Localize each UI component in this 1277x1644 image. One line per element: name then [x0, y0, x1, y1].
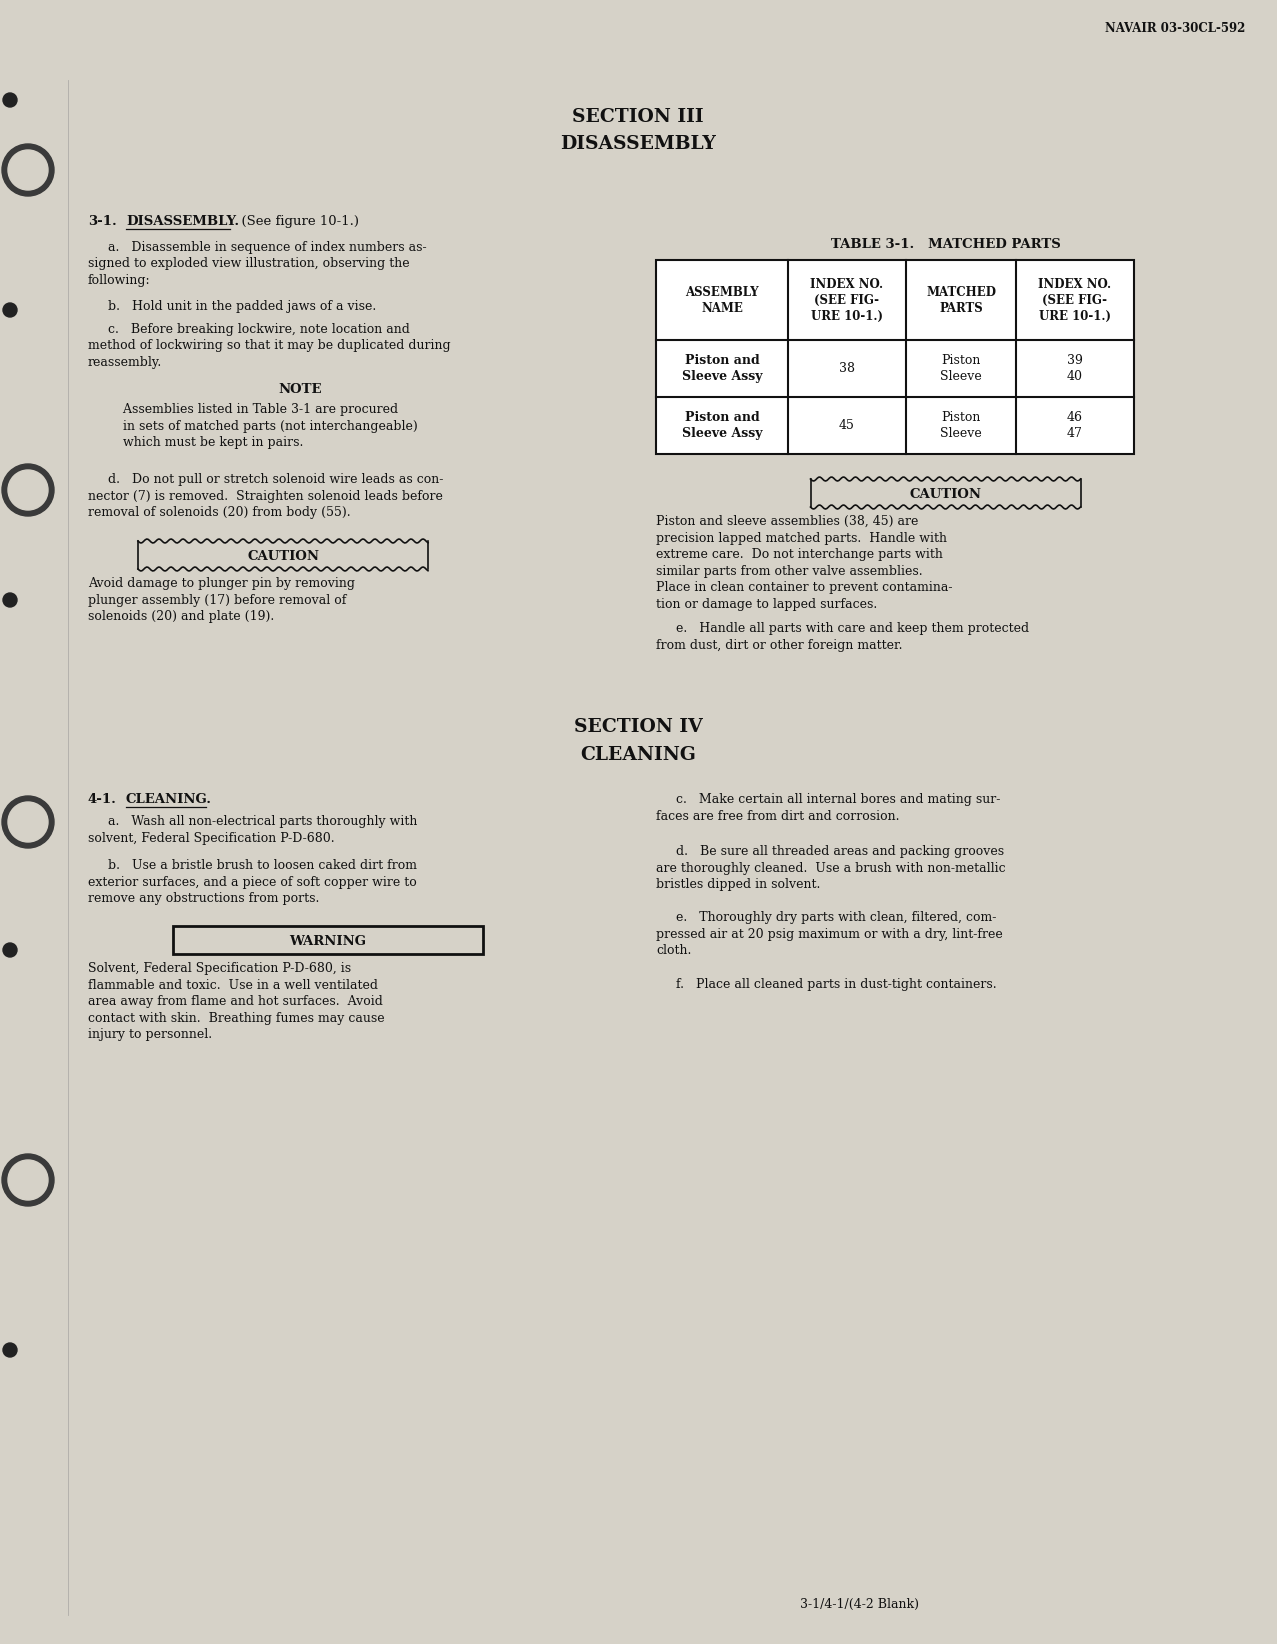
- Text: c.   Before breaking lockwire, note location and
method of lockwiring so that it: c. Before breaking lockwire, note locati…: [88, 322, 451, 368]
- Text: e.   Thoroughly dry parts with clean, filtered, com-
pressed air at 20 psig maxi: e. Thoroughly dry parts with clean, filt…: [656, 911, 1002, 957]
- Circle shape: [3, 1343, 17, 1356]
- Text: Assemblies listed in Table 3-1 are procured
     in sets of matched parts (not i: Assemblies listed in Table 3-1 are procu…: [103, 403, 418, 449]
- Text: ASSEMBLY
NAME: ASSEMBLY NAME: [686, 286, 759, 314]
- Text: CAUTION: CAUTION: [909, 488, 982, 500]
- Text: a.   Disassemble in sequence of index numbers as-
signed to exploded view illust: a. Disassemble in sequence of index numb…: [88, 242, 427, 288]
- Text: b.   Hold unit in the padded jaws of a vise.: b. Hold unit in the padded jaws of a vis…: [88, 299, 377, 312]
- Bar: [656, 260, 1134, 454]
- Text: d.   Do not pull or stretch solenoid wire leads as con-
nector (7) is removed.  : d. Do not pull or stretch solenoid wire …: [88, 473, 443, 520]
- Text: Piston and sleeve assemblies (38, 45) are
precision lapped matched parts.  Handl: Piston and sleeve assemblies (38, 45) ar…: [656, 515, 953, 610]
- Text: INDEX NO.
(SEE FIG-
URE 10-1.): INDEX NO. (SEE FIG- URE 10-1.): [1038, 278, 1111, 322]
- Text: 38: 38: [839, 362, 856, 375]
- Text: b.   Use a bristle brush to loosen caked dirt from
exterior surfaces, and a piec: b. Use a bristle brush to loosen caked d…: [88, 860, 418, 904]
- Circle shape: [3, 796, 54, 848]
- Text: Piston
Sleeve: Piston Sleeve: [940, 353, 982, 383]
- Circle shape: [3, 464, 54, 516]
- Text: TABLE 3-1.   MATCHED PARTS: TABLE 3-1. MATCHED PARTS: [830, 238, 1060, 252]
- Text: 4-1.: 4-1.: [88, 792, 117, 806]
- Text: Piston and
Sleeve Assy: Piston and Sleeve Assy: [682, 353, 762, 383]
- Circle shape: [3, 593, 17, 607]
- Circle shape: [3, 1154, 54, 1207]
- Bar: [172, 926, 483, 954]
- Text: NOTE: NOTE: [278, 383, 322, 396]
- Text: (See figure 10-1.): (See figure 10-1.): [232, 215, 359, 229]
- Text: a.   Wash all non-electrical parts thoroughly with
solvent, Federal Specificatio: a. Wash all non-electrical parts thoroug…: [88, 815, 418, 845]
- Circle shape: [8, 802, 49, 842]
- Text: CAUTION: CAUTION: [246, 549, 319, 562]
- Text: Piston and
Sleeve Assy: Piston and Sleeve Assy: [682, 411, 762, 441]
- Circle shape: [3, 302, 17, 317]
- Text: DISASSEMBLY.: DISASSEMBLY.: [126, 215, 239, 229]
- Text: MATCHED
PARTS: MATCHED PARTS: [926, 286, 996, 314]
- Text: 46
47: 46 47: [1068, 411, 1083, 441]
- Text: Solvent, Federal Specification P-D-680, is
flammable and toxic.  Use in a well v: Solvent, Federal Specification P-D-680, …: [88, 962, 384, 1041]
- Text: Piston
Sleeve: Piston Sleeve: [940, 411, 982, 441]
- Text: DISASSEMBLY: DISASSEMBLY: [561, 135, 716, 153]
- Text: SECTION III: SECTION III: [572, 109, 704, 127]
- Text: CLEANING.: CLEANING.: [126, 792, 212, 806]
- Circle shape: [3, 94, 17, 107]
- Text: f.   Place all cleaned parts in dust-tight containers.: f. Place all cleaned parts in dust-tight…: [656, 978, 996, 991]
- Text: INDEX NO.
(SEE FIG-
URE 10-1.): INDEX NO. (SEE FIG- URE 10-1.): [811, 278, 884, 322]
- Text: e.   Handle all parts with care and keep them protected
from dust, dirt or other: e. Handle all parts with care and keep t…: [656, 621, 1029, 651]
- Circle shape: [8, 1161, 49, 1200]
- Text: d.   Be sure all threaded areas and packing grooves
are thoroughly cleaned.  Use: d. Be sure all threaded areas and packin…: [656, 845, 1005, 891]
- Circle shape: [3, 145, 54, 196]
- Text: 45: 45: [839, 419, 854, 432]
- Circle shape: [8, 150, 49, 191]
- Circle shape: [3, 944, 17, 957]
- Text: 3-1/4-1/(4-2 Blank): 3-1/4-1/(4-2 Blank): [799, 1598, 919, 1611]
- Text: 39
40: 39 40: [1068, 353, 1083, 383]
- Text: SECTION IV: SECTION IV: [573, 718, 702, 737]
- Text: c.   Make certain all internal bores and mating sur-
faces are free from dirt an: c. Make certain all internal bores and m…: [656, 792, 1000, 822]
- Text: Avoid damage to plunger pin by removing
plunger assembly (17) before removal of
: Avoid damage to plunger pin by removing …: [88, 577, 355, 623]
- Text: CLEANING: CLEANING: [580, 746, 696, 764]
- Text: WARNING: WARNING: [290, 934, 366, 947]
- Circle shape: [8, 470, 49, 510]
- Text: 3-1.: 3-1.: [88, 215, 116, 229]
- Text: NAVAIR 03-30CL-592: NAVAIR 03-30CL-592: [1105, 21, 1245, 35]
